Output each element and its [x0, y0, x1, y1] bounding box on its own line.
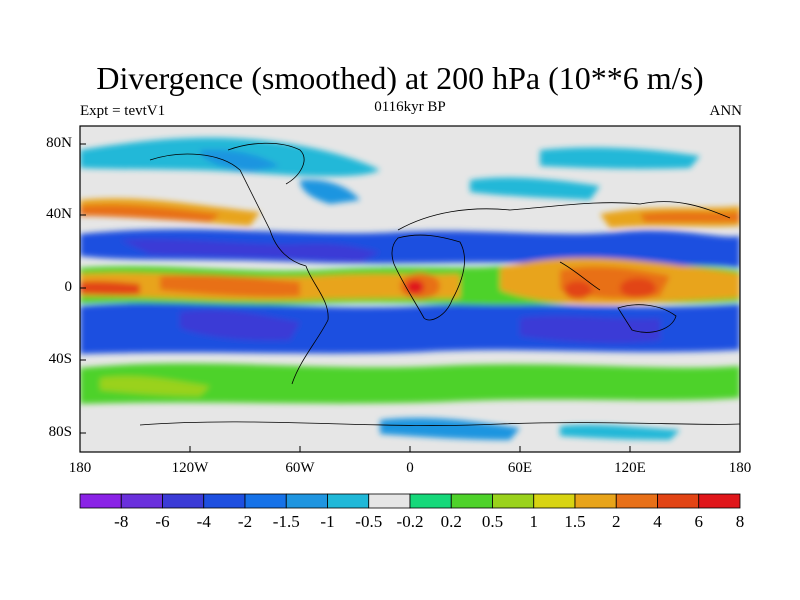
time-label: 0116kyr BP [374, 99, 446, 115]
lon-tick-label: 180 [728, 460, 752, 476]
colorbar-box [285, 493, 328, 509]
colorbar-label: -1 [320, 512, 335, 531]
colorbar-box [120, 493, 163, 509]
colorbar-box [450, 493, 493, 509]
axis-ticks [79, 143, 741, 452]
lat-tick-label: 80N [46, 135, 72, 151]
lat-tick-label: 80S [48, 424, 72, 440]
colorbar-box [574, 493, 617, 509]
colorbar-box [327, 493, 370, 509]
lon-tick-label: 120E [614, 460, 646, 476]
lon-tick-label: 180 [68, 460, 92, 476]
colorbar-box [492, 493, 535, 509]
colorbar-label: -1.5 [272, 512, 300, 531]
colorbar-box [203, 493, 246, 509]
colorbar-label: 8 [735, 512, 745, 531]
colorbar-box [657, 493, 700, 509]
colorbar-label: -2 [237, 512, 253, 531]
experiment-label: Expt = tevtV1 [80, 103, 166, 119]
plot-title: Divergence (smoothed) at 200 hPa (10**6 … [96, 60, 704, 96]
colorbar-label: -0.5 [355, 512, 383, 531]
colorbar-box [409, 493, 452, 509]
lat-tick-label: 0 [64, 279, 73, 295]
colorbar-box [79, 493, 122, 509]
colorbar-box [533, 493, 576, 509]
colorbar-label: 1.5 [564, 512, 586, 531]
season-label: ANN [709, 103, 743, 119]
colorbar-box [244, 493, 287, 509]
lon-tick-label: 0 [406, 460, 414, 476]
colorbar-label: -4 [196, 512, 211, 531]
colorbar-label: 6 [694, 512, 704, 531]
colorbar-label: 0.2 [440, 512, 462, 531]
colorbar-label: -0.2 [396, 512, 424, 531]
lon-tick-label: 60E [507, 460, 533, 476]
lat-tick-label: 40S [48, 351, 72, 367]
colorbar-label: 4 [653, 512, 662, 531]
colorbar [79, 493, 741, 509]
colorbar-box [162, 493, 205, 509]
colorbar-label: -8 [114, 512, 129, 531]
lat-tick-label: 40N [46, 206, 72, 222]
colorbar-label: 1 [529, 512, 539, 531]
colorbar-label: 2 [612, 512, 621, 531]
colorbar-box [615, 493, 658, 509]
divergence-field [80, 126, 740, 452]
colorbar-label: 0.5 [481, 512, 504, 531]
colorbar-box [368, 493, 411, 509]
colorbar-label: -6 [155, 512, 170, 531]
colorbar-box [698, 493, 741, 509]
lon-tick-label: 120W [171, 460, 209, 476]
lon-tick-label: 60W [285, 460, 315, 476]
